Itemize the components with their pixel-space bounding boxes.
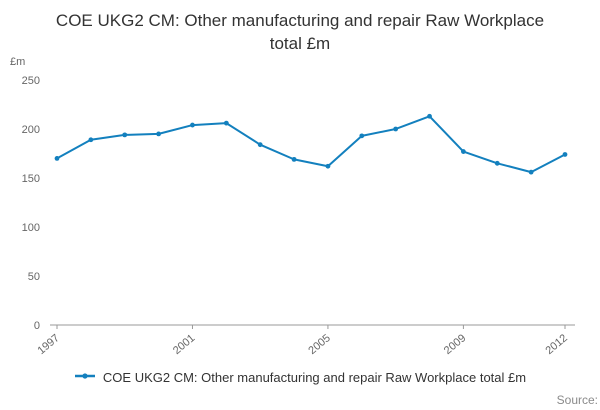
svg-text:250: 250 bbox=[22, 75, 40, 87]
svg-text:200: 200 bbox=[22, 124, 40, 136]
svg-text:100: 100 bbox=[22, 222, 40, 234]
svg-text:2005: 2005 bbox=[306, 332, 332, 357]
chart-title: COE UKG2 CM: Other manufacturing and rep… bbox=[55, 11, 545, 53]
svg-text:2001: 2001 bbox=[171, 332, 197, 357]
legend-label: COE UKG2 CM: Other manufacturing and rep… bbox=[102, 369, 527, 385]
svg-text:50: 50 bbox=[28, 271, 40, 283]
legend-line-marker-icon bbox=[74, 368, 96, 386]
svg-text:2009: 2009 bbox=[442, 332, 468, 357]
source-label: Source: bbox=[556, 393, 598, 407]
svg-text:150: 150 bbox=[22, 173, 40, 185]
svg-text:0: 0 bbox=[34, 320, 40, 332]
legend: COE UKG2 CM: Other manufacturing and rep… bbox=[0, 368, 600, 386]
svg-text:2012: 2012 bbox=[543, 332, 569, 357]
svg-text:1997: 1997 bbox=[35, 332, 61, 357]
line-chart: 0 50 100 150 200 250 1997 2001 2005 2009 2012 bbox=[0, 65, 600, 357]
y-axis-unit-label: £m bbox=[10, 56, 26, 68]
